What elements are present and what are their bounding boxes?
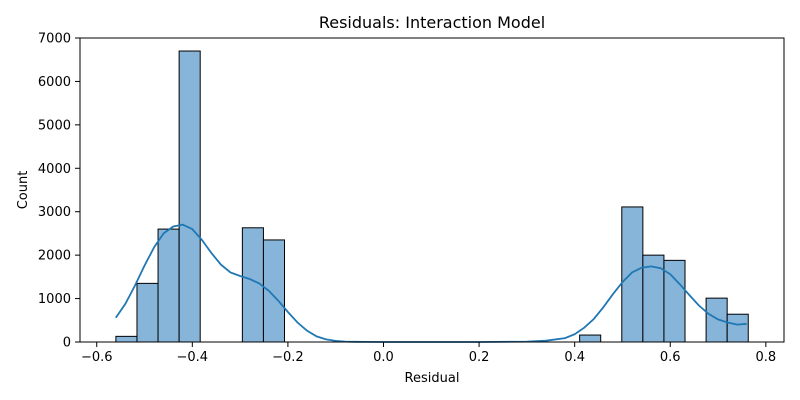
y-tick-label: 6000 [38,75,71,90]
chart-title: Residuals: Interaction Model [319,13,545,32]
x-tick-label: 0.4 [564,350,585,365]
histogram-bar-6 [579,334,602,343]
histogram-bar-3 [178,50,201,343]
y-tick-label: 5000 [38,118,71,133]
histogram-bar-11 [726,313,749,343]
y-axis-label: Count [16,171,31,210]
x-axis-ticks: −0.6 −0.4 −0.2 0.0 0.2 0.4 0.6 0.8 [81,342,776,365]
axes [79,37,785,343]
y-axis-ticks: 0 1000 2000 3000 4000 5000 6000 7000 [38,32,80,351]
y-tick-label: 0 [63,336,71,351]
y-tick-label: 4000 [38,162,71,177]
x-tick-label: 0.6 [660,350,681,365]
histogram-bar-10 [705,297,728,343]
histogram-bar-0 [115,335,138,343]
y-tick-label: 2000 [38,249,71,264]
histogram-bar-5 [262,239,286,343]
histogram-bar-1 [136,282,159,343]
x-tick-label: −0.4 [177,350,209,365]
x-tick-label: 0.8 [755,350,776,365]
y-tick-label: 3000 [38,205,71,220]
histogram-bars [115,50,749,343]
plot-frame [79,37,785,343]
histogram-bar-2 [157,228,180,343]
y-tick-label: 7000 [38,32,71,47]
x-tick-label: 0.0 [373,350,394,365]
x-tick-label: −0.6 [81,350,113,365]
histogram-bar-7 [621,206,644,343]
x-tick-label: −0.2 [272,350,304,365]
y-tick-label: 1000 [38,292,71,307]
x-axis-label: Residual [405,371,460,386]
x-tick-label: 0.2 [469,350,490,365]
